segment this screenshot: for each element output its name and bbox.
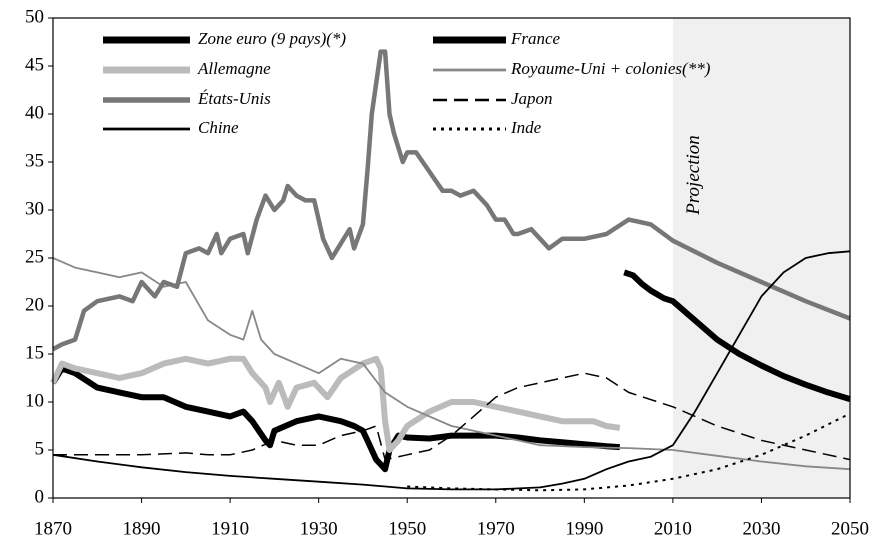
y-tick-label: 30: [25, 198, 44, 219]
series-line: [52, 250, 851, 491]
x-tick-label: 1950: [388, 518, 426, 539]
legend-label: Allemagne: [197, 59, 271, 78]
x-tick-label: 1970: [477, 518, 515, 539]
y-tick-label: 40: [25, 102, 44, 123]
x-tick-label: 1990: [565, 518, 603, 539]
legend-label: Chine: [198, 118, 239, 137]
x-tick-label: 1890: [123, 518, 161, 539]
legend-label: États-Unis: [197, 89, 271, 108]
legend-label: Zone euro (9 pays)(*): [198, 29, 346, 48]
y-tick-label: 35: [25, 150, 44, 171]
y-tick-label: 15: [25, 342, 44, 363]
legend-label: Royaume-Uni + colonies(**): [510, 59, 711, 78]
series-line: [623, 269, 851, 402]
projection-shade: [672, 18, 850, 498]
series-line: [53, 372, 851, 461]
plot-frame: [52, 17, 851, 499]
legend-label: Inde: [510, 118, 542, 137]
x-tick-label: 2010: [654, 518, 692, 539]
x-tick-label: 2030: [742, 518, 780, 539]
x-tick-label: 1870: [34, 518, 72, 539]
y-tick-label: 0: [35, 486, 45, 507]
y-tick-label: 45: [25, 54, 44, 75]
y-tick-label: 20: [25, 294, 44, 315]
legend-label: Japon: [511, 89, 553, 108]
series-line: [52, 257, 851, 471]
x-tick-label: 2050: [831, 518, 869, 539]
x-tick-label: 1930: [300, 518, 338, 539]
legend-label: France: [510, 29, 561, 48]
series-line: [407, 412, 851, 492]
series-line: [51, 49, 851, 352]
series-line: [50, 355, 621, 453]
y-tick-label: 5: [35, 438, 45, 459]
y-tick-label: 50: [25, 6, 44, 27]
y-tick-label: 25: [25, 246, 44, 267]
x-tick-label: 1910: [211, 518, 249, 539]
y-tick-label: 10: [25, 390, 44, 411]
projection-label: Projection: [683, 135, 704, 216]
